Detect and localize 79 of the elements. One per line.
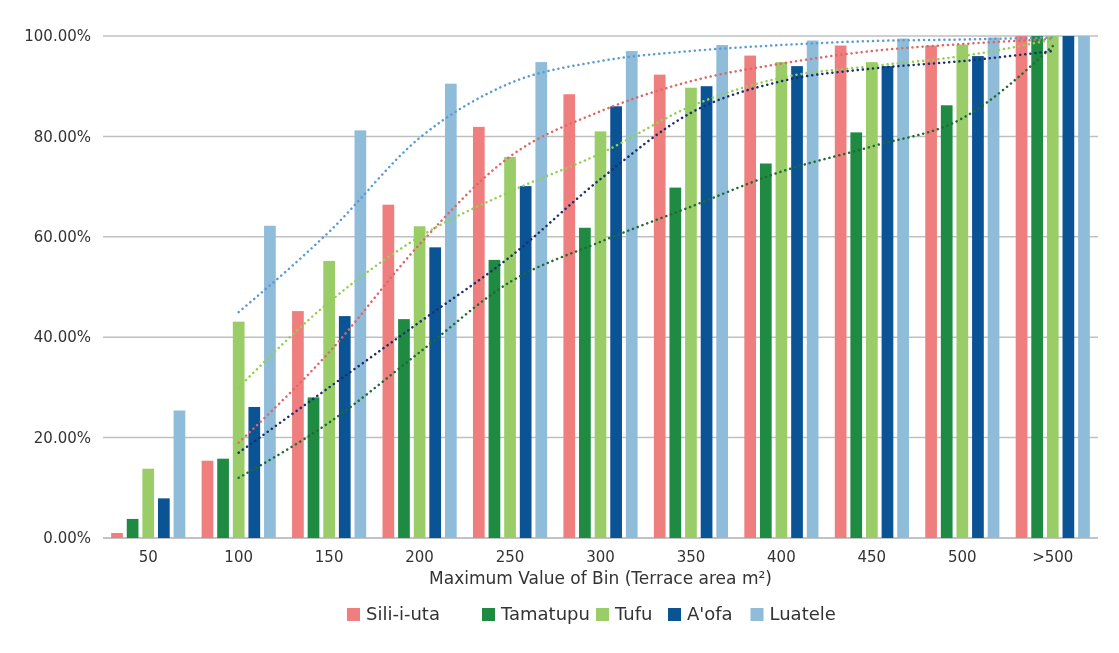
y-tick-label: 0.00% <box>43 529 91 548</box>
bar <box>625 51 638 538</box>
bar <box>700 86 713 538</box>
x-axis-title: Maximum Value of Bin (Terrace area m²) <box>429 568 772 588</box>
bar <box>987 37 1000 538</box>
bar <box>940 105 953 538</box>
bar <box>1062 36 1075 538</box>
bar <box>382 204 395 538</box>
bar <box>956 44 969 538</box>
bar <box>142 468 155 538</box>
bar <box>444 83 457 538</box>
x-tick-label: 50 <box>138 548 158 566</box>
y-tick-label: 20.00% <box>33 428 91 447</box>
x-tick-label: 200 <box>405 548 434 566</box>
y-tick-label: 40.00% <box>33 328 91 347</box>
bar <box>504 156 516 538</box>
bar <box>126 518 139 538</box>
legend-label: Luatele <box>769 603 836 624</box>
legend-label: A'ofa <box>687 603 733 624</box>
bar <box>1078 36 1090 538</box>
x-tick-label: 450 <box>857 548 887 566</box>
bar <box>744 55 757 538</box>
bar <box>1015 36 1028 538</box>
bar <box>307 397 320 538</box>
x-tick-label: 300 <box>586 548 615 566</box>
x-tick-label: >500 <box>1032 548 1074 566</box>
bar <box>685 87 697 538</box>
bar <box>111 532 123 538</box>
bar <box>669 187 682 538</box>
bar <box>791 66 803 538</box>
y-tick-label: 80.00% <box>33 127 91 146</box>
bar <box>264 225 276 538</box>
bar <box>716 45 729 538</box>
bar <box>354 130 367 538</box>
bar <box>594 131 607 538</box>
bar <box>519 186 532 538</box>
bar <box>472 126 485 538</box>
legend-label: Tamatupu <box>500 603 590 624</box>
bar <box>834 45 847 538</box>
bar <box>866 62 878 538</box>
bar <box>563 94 576 538</box>
bar <box>292 311 304 538</box>
bar <box>429 247 442 538</box>
bar <box>1046 36 1059 538</box>
bar <box>338 316 351 538</box>
bar <box>653 74 666 538</box>
bar <box>413 226 426 538</box>
bar <box>579 227 591 538</box>
legend-label: Sili-i-uta <box>366 603 440 624</box>
bar <box>925 45 937 538</box>
x-tick-label: 350 <box>676 548 706 566</box>
bar <box>323 260 335 538</box>
x-tick-label: 100 <box>224 548 253 566</box>
bar <box>881 66 894 538</box>
bar <box>248 406 261 538</box>
bar <box>806 40 819 538</box>
bar <box>610 106 622 538</box>
x-tick-label: 500 <box>948 548 977 566</box>
y-tick-label: 100.00% <box>24 27 91 46</box>
y-tick-label: 60.00% <box>33 228 91 247</box>
x-tick-label: 150 <box>314 548 344 566</box>
bar <box>488 259 501 538</box>
bar <box>398 319 410 538</box>
bar <box>972 56 984 538</box>
x-tick-label: 250 <box>495 548 525 566</box>
line-series <box>237 36 1055 314</box>
x-tick-label: 400 <box>767 548 796 566</box>
bar <box>775 62 788 538</box>
bar <box>850 132 863 538</box>
bar <box>535 62 548 538</box>
bar <box>173 410 186 538</box>
bar <box>232 321 245 538</box>
bar <box>157 498 170 538</box>
bar <box>1031 36 1044 538</box>
bar <box>217 458 229 538</box>
bar <box>897 38 909 538</box>
bar <box>759 163 772 538</box>
legend-label: Tufu <box>614 603 653 624</box>
bar <box>201 460 214 538</box>
